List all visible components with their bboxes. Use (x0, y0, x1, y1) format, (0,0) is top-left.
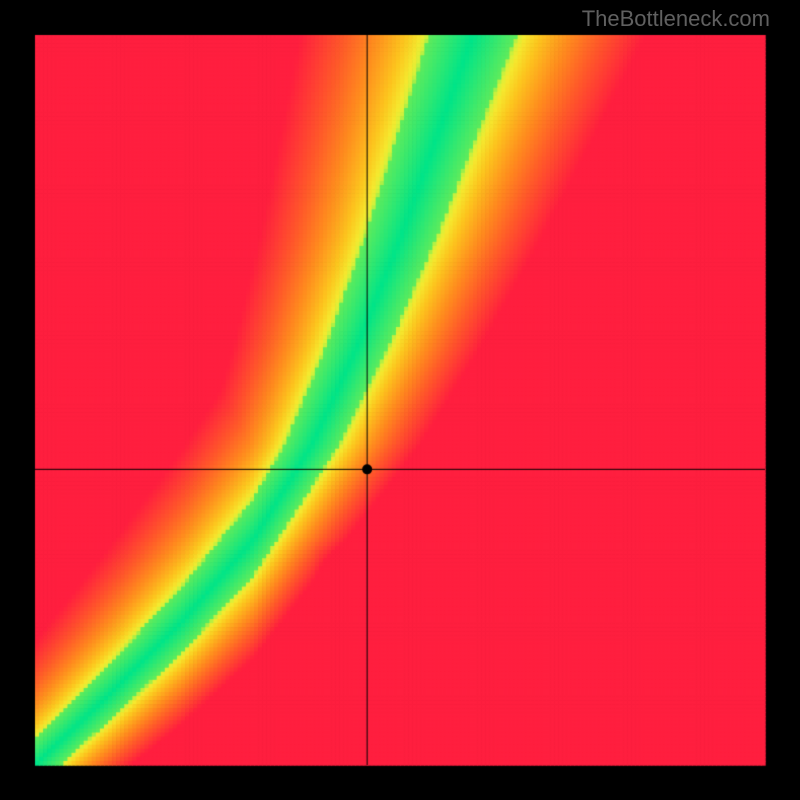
heatmap-canvas (0, 0, 800, 800)
watermark-text: TheBottleneck.com (582, 6, 770, 32)
chart-container: TheBottleneck.com (0, 0, 800, 800)
